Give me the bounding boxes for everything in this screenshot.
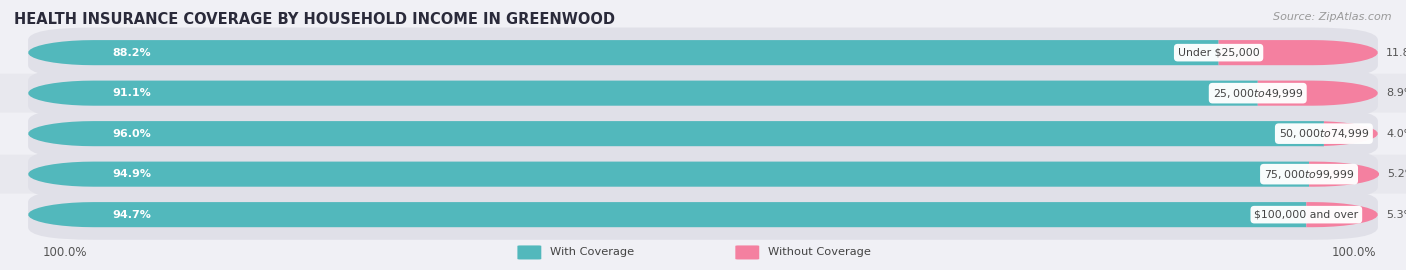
Polygon shape bbox=[1219, 40, 1378, 65]
Text: $100,000 and over: $100,000 and over bbox=[1254, 210, 1358, 220]
Text: 11.8%: 11.8% bbox=[1386, 48, 1406, 58]
Polygon shape bbox=[1306, 202, 1378, 227]
FancyBboxPatch shape bbox=[0, 74, 1406, 113]
Text: 94.7%: 94.7% bbox=[112, 210, 152, 220]
FancyBboxPatch shape bbox=[0, 195, 1406, 234]
Polygon shape bbox=[1313, 121, 1378, 146]
FancyBboxPatch shape bbox=[28, 149, 1378, 199]
Text: $25,000 to $49,999: $25,000 to $49,999 bbox=[1212, 87, 1303, 100]
Text: 96.0%: 96.0% bbox=[112, 129, 152, 139]
Text: 5.2%: 5.2% bbox=[1388, 169, 1406, 179]
Polygon shape bbox=[28, 40, 1219, 65]
Text: 91.1%: 91.1% bbox=[112, 88, 152, 98]
Polygon shape bbox=[1309, 161, 1379, 187]
Polygon shape bbox=[28, 202, 1306, 227]
FancyBboxPatch shape bbox=[0, 114, 1406, 153]
FancyBboxPatch shape bbox=[28, 109, 1378, 159]
Text: $50,000 to $74,999: $50,000 to $74,999 bbox=[1278, 127, 1369, 140]
Text: Under $25,000: Under $25,000 bbox=[1178, 48, 1260, 58]
Polygon shape bbox=[1258, 80, 1378, 106]
Text: 100.0%: 100.0% bbox=[1331, 246, 1376, 259]
FancyBboxPatch shape bbox=[517, 245, 541, 259]
FancyBboxPatch shape bbox=[28, 190, 1378, 240]
Text: Without Coverage: Without Coverage bbox=[768, 247, 870, 258]
Text: 100.0%: 100.0% bbox=[42, 246, 87, 259]
Text: HEALTH INSURANCE COVERAGE BY HOUSEHOLD INCOME IN GREENWOOD: HEALTH INSURANCE COVERAGE BY HOUSEHOLD I… bbox=[14, 12, 614, 27]
Polygon shape bbox=[28, 161, 1309, 187]
FancyBboxPatch shape bbox=[735, 245, 759, 259]
Text: Source: ZipAtlas.com: Source: ZipAtlas.com bbox=[1274, 12, 1392, 22]
Text: 5.3%: 5.3% bbox=[1386, 210, 1406, 220]
Text: 88.2%: 88.2% bbox=[112, 48, 150, 58]
Text: $75,000 to $99,999: $75,000 to $99,999 bbox=[1264, 168, 1354, 181]
Text: With Coverage: With Coverage bbox=[550, 247, 634, 258]
Text: 4.0%: 4.0% bbox=[1386, 129, 1406, 139]
Text: 94.9%: 94.9% bbox=[112, 169, 152, 179]
FancyBboxPatch shape bbox=[0, 155, 1406, 194]
FancyBboxPatch shape bbox=[28, 68, 1378, 118]
FancyBboxPatch shape bbox=[28, 28, 1378, 78]
Polygon shape bbox=[28, 121, 1324, 146]
Polygon shape bbox=[28, 80, 1258, 106]
FancyBboxPatch shape bbox=[0, 33, 1406, 72]
Text: 8.9%: 8.9% bbox=[1386, 88, 1406, 98]
